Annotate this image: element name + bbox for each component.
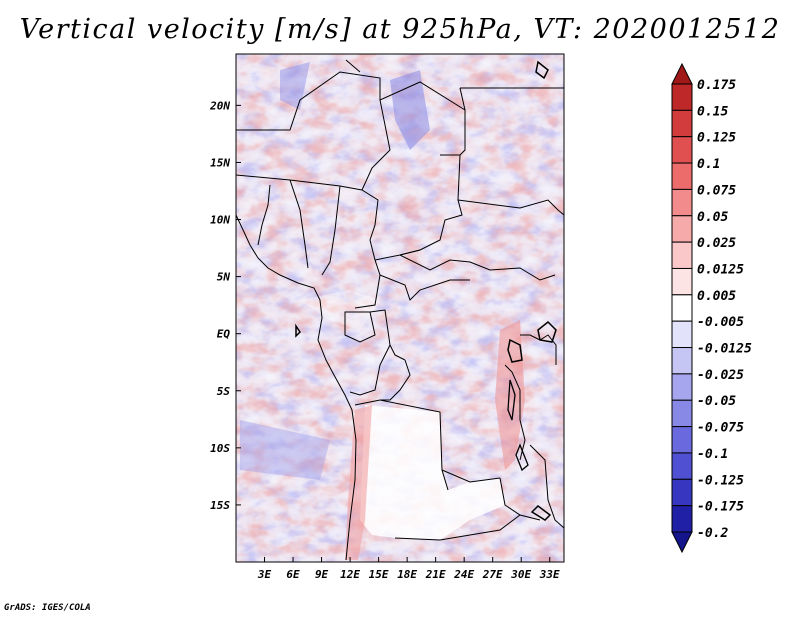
colorbar-label: -0.1 xyxy=(697,447,728,462)
colorbar-segment xyxy=(671,399,693,428)
colorbar-segment xyxy=(671,109,693,138)
colorbar-segment xyxy=(671,531,693,554)
x-tick-label: 6E xyxy=(286,568,300,581)
colorbar-segment xyxy=(671,320,693,349)
y-tick-label: 20N xyxy=(209,99,230,112)
colorbar-segment xyxy=(671,83,693,111)
colorbar-segment xyxy=(671,294,693,322)
colorbar-segment xyxy=(671,188,693,217)
x-tick-label: 15E xyxy=(369,568,389,581)
x-tick-label: 33E xyxy=(539,568,560,581)
x-tick-label: 30E xyxy=(510,568,531,581)
colorbar-segment xyxy=(671,452,693,480)
colorbar: 0.175 0.15 0.125 0.1 0.075 0.05 0.025 0.0125 0.0… xyxy=(671,62,752,554)
colorbar-label: -0.025 xyxy=(697,368,744,383)
colorbar-segment xyxy=(671,241,693,269)
vertical-velocity-field xyxy=(236,54,564,562)
colorbar-segment xyxy=(671,62,693,85)
y-axis: 20N 15N 10N 5N EQ 5S 10S 15S xyxy=(209,99,241,512)
y-tick-label: 15N xyxy=(210,156,230,169)
y-tick-label: 5S xyxy=(217,385,231,398)
x-tick-label: 3E xyxy=(257,568,272,581)
colorbar-segment xyxy=(671,426,693,454)
country-borders xyxy=(236,59,564,561)
colorbar-segment xyxy=(671,215,693,243)
colorbar-segment xyxy=(671,136,693,164)
y-tick-label: 10S xyxy=(210,442,230,455)
chart-title: Vertical velocity [m/s] at 925hPa, VT: 2… xyxy=(19,14,781,45)
colorbar-label: 0.075 xyxy=(697,183,736,198)
footer-credit: GrADS: IGES/COLA xyxy=(4,603,91,613)
y-tick-label: 15S xyxy=(210,499,230,512)
colorbar-label: -0.075 xyxy=(697,421,744,436)
colorbar-label: -0.0125 xyxy=(697,342,752,357)
colorbar-label: 0.15 xyxy=(697,104,728,119)
x-tick-label: 21E xyxy=(425,568,446,581)
colorbar-segment xyxy=(671,162,693,190)
colorbar-segment xyxy=(671,347,693,375)
colorbar-label: 0.05 xyxy=(697,210,728,225)
x-tick-label: 9E xyxy=(315,568,329,581)
x-tick-label: 27E xyxy=(482,568,503,581)
x-tick-label: 24E xyxy=(453,568,474,581)
y-tick-label: EQ xyxy=(217,328,231,341)
colorbar-label: 0.025 xyxy=(697,236,736,251)
y-tick-label: 5N xyxy=(217,271,231,284)
colorbar-label: -0.125 xyxy=(697,473,744,488)
colorbar-label: -0.05 xyxy=(697,394,736,409)
colorbar-segment xyxy=(671,267,693,296)
x-tick-label: 18E xyxy=(397,568,417,581)
colorbar-label: -0.175 xyxy=(697,500,744,515)
colorbar-label: 0.005 xyxy=(697,289,736,304)
colorbar-label: 0.125 xyxy=(697,131,736,146)
colorbar-label: -0.2 xyxy=(697,526,728,541)
colorbar-segment xyxy=(671,505,693,533)
colorbar-label: 0.1 xyxy=(697,157,720,172)
colorbar-label: 0.175 xyxy=(697,78,736,93)
colorbar-label: 0.0125 xyxy=(697,262,744,277)
x-axis: 3E 6E 9E 12E 15E 18E 21E 24E 27E 30E 33E xyxy=(257,557,560,581)
colorbar-segment xyxy=(671,478,693,507)
colorbar-segment xyxy=(671,373,693,401)
map-frame xyxy=(235,53,565,563)
colorbar-label: -0.005 xyxy=(697,315,744,330)
x-tick-label: 12E xyxy=(340,568,360,581)
y-tick-label: 10N xyxy=(210,214,230,227)
